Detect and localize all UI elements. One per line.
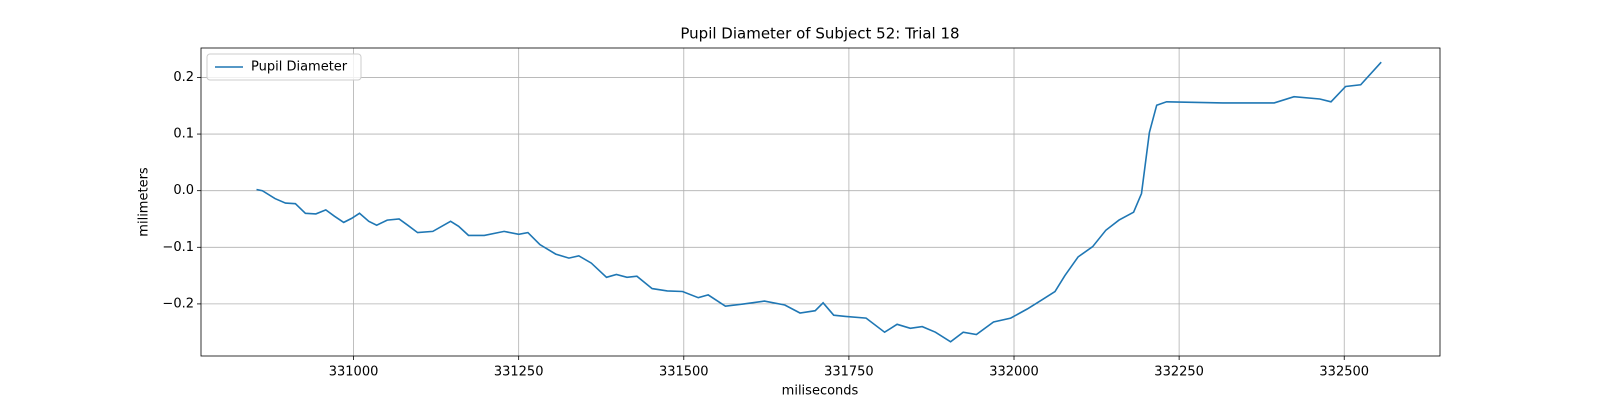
y-tick-label: 0.1	[173, 127, 194, 142]
data-line	[256, 61, 1382, 343]
x-tick-label: 331500	[659, 365, 709, 380]
x-axis-label: miliseconds	[782, 384, 859, 399]
y-tick-label: −0.2	[162, 296, 194, 311]
legend-box	[206, 53, 362, 81]
chart-title: Pupil Diameter of Subject 52: Trial 18	[680, 25, 959, 43]
y-tick-label: 0.2	[173, 70, 194, 85]
plot-frame	[200, 47, 1441, 357]
legend-label: Pupil Diameter	[251, 60, 348, 75]
x-tick-label: 332500	[1319, 365, 1369, 380]
x-tick-label: 332250	[1154, 365, 1204, 380]
y-tick-label: 0.0	[173, 183, 194, 198]
x-tick-label: 331000	[329, 365, 379, 380]
x-tick-label: 331750	[824, 365, 874, 380]
y-axis-label: milimeters	[137, 167, 152, 237]
x-tick-label: 331250	[494, 365, 544, 380]
y-tick-label: −0.1	[162, 240, 194, 255]
x-tick-label: 332000	[989, 365, 1039, 380]
